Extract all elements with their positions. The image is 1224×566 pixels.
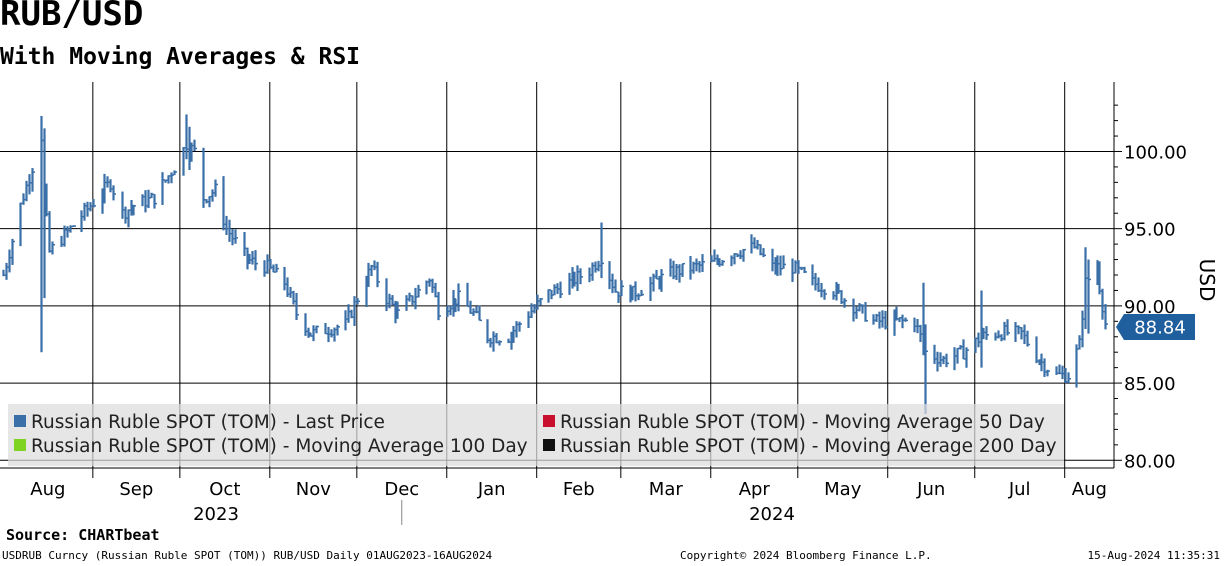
legend-item-ma200: Russian Ruble SPOT (TOM) - Moving Averag… xyxy=(543,436,1057,457)
legend-label: Russian Ruble SPOT (TOM) - Last Price xyxy=(31,412,385,433)
legend-label: Russian Ruble SPOT (TOM) - Moving Averag… xyxy=(31,436,528,457)
x-tick-label: Jul xyxy=(1008,479,1031,500)
legend-swatch-icon xyxy=(14,415,26,427)
last-price-label: 88.84 xyxy=(1134,318,1186,339)
timestamp-text: 15-Aug-2024 11:35:31 xyxy=(1087,549,1220,562)
source-label: Source: CHARTbeat xyxy=(6,526,160,544)
y-tick-label: 95.00 xyxy=(1124,220,1176,241)
legend-swatch-icon xyxy=(543,415,555,427)
y-axis-title: USD xyxy=(1195,259,1219,302)
year-label: 2023 xyxy=(193,504,239,525)
x-tick-label: Mar xyxy=(649,479,684,500)
x-tick-label: Apr xyxy=(739,479,771,500)
y-tick-label: 100.00 xyxy=(1124,142,1187,163)
x-tick-label: May xyxy=(824,479,862,500)
legend-item-last-price: Russian Ruble SPOT (TOM) - Last Price xyxy=(14,412,385,433)
x-tick-label: Jan xyxy=(477,479,506,500)
chart-subtitle: With Moving Averages & RSI xyxy=(0,44,361,70)
y-tick-label: 85.00 xyxy=(1124,374,1176,395)
chart-title: RUB/USD xyxy=(0,0,144,34)
legend-swatch-icon xyxy=(14,439,26,451)
year-label: 2024 xyxy=(749,504,795,525)
security-description: USDRUB Curncy (Russian Ruble SPOT (TOM))… xyxy=(2,549,493,562)
x-tick-label: Aug xyxy=(1072,479,1107,500)
legend-label: Russian Ruble SPOT (TOM) - Moving Averag… xyxy=(560,436,1057,457)
x-tick-label: Sep xyxy=(119,479,153,500)
y-tick-label: 80.00 xyxy=(1124,451,1176,472)
last-price-tag: 88.84 xyxy=(1116,314,1195,340)
legend-item-ma50: Russian Ruble SPOT (TOM) - Moving Averag… xyxy=(543,412,1045,433)
copyright-text: Copyright© 2024 Bloomberg Finance L.P. xyxy=(680,549,932,562)
last-price-tag-shape xyxy=(1116,314,1195,340)
x-tick-label: Feb xyxy=(563,479,595,500)
x-tick-label: Dec xyxy=(384,479,419,500)
legend-label: Russian Ruble SPOT (TOM) - Moving Averag… xyxy=(560,412,1045,433)
x-tick-label: Nov xyxy=(296,479,331,500)
x-tick-label: Oct xyxy=(209,479,240,500)
chart-axis: Aug Sep Oct Nov Dec Jan Feb Mar Apr May Jun Jul Aug 2… xyxy=(0,82,1219,525)
x-tick-label: Aug xyxy=(30,479,65,500)
price-bars xyxy=(2,114,1108,414)
x-tick-label: Jun xyxy=(916,479,945,500)
chart-legend: Russian Ruble SPOT (TOM) - Last Price Ru… xyxy=(8,404,1064,466)
legend-item-ma100: Russian Ruble SPOT (TOM) - Moving Averag… xyxy=(14,436,528,457)
y-tick-label: 90.00 xyxy=(1124,297,1176,318)
legend-swatch-icon xyxy=(543,439,555,451)
